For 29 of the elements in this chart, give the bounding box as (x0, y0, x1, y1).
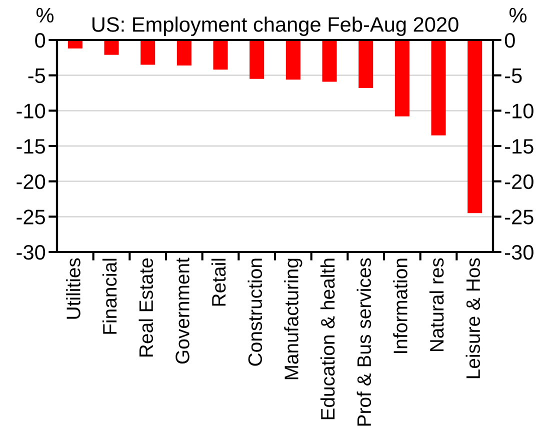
y2-tick-label: 0 (504, 33, 515, 48)
y2-tick-label: -15 (505, 139, 534, 154)
x-tick-label: Utilities (66, 258, 80, 319)
y-tick-label: -20 (16, 174, 46, 190)
x-tick-label: Manufacturing (284, 258, 302, 380)
y-axis-title: % (36, 8, 54, 23)
x-tick-label: Prof & Bus services (356, 258, 372, 426)
x-tick-label: Natural res (429, 258, 444, 352)
y-tick-label: -10 (16, 104, 46, 118)
x-tick-label: Education & health (320, 258, 335, 420)
x-tick-label: Real Estate (138, 258, 154, 356)
y-tick-label: 0 (35, 33, 46, 48)
x-tick-label: Retail (211, 258, 226, 306)
y-tick-label: -30 (16, 245, 46, 260)
x-tick-label: Information (393, 258, 408, 354)
y2-tick-label: -30 (505, 245, 534, 260)
x-tick-label: Government (176, 258, 190, 364)
y2-tick-label: -10 (505, 104, 534, 118)
x-tick-label: Leisure & Hos (466, 258, 480, 378)
y-tick-label: -15 (16, 139, 46, 154)
y2-axis-title: % (509, 8, 527, 23)
y2-tick-label: -5 (505, 68, 522, 84)
y-tick-label: -25 (16, 210, 46, 224)
y-tick-label: -5 (28, 68, 46, 84)
y2-tick-label: -20 (505, 174, 534, 190)
x-tick-label: Construction (248, 258, 262, 366)
chart-title: US: Employment change Feb-Aug 2020 (92, 16, 458, 36)
y2-tick-label: -25 (505, 210, 534, 224)
x-tick-label: Financial (102, 258, 117, 334)
